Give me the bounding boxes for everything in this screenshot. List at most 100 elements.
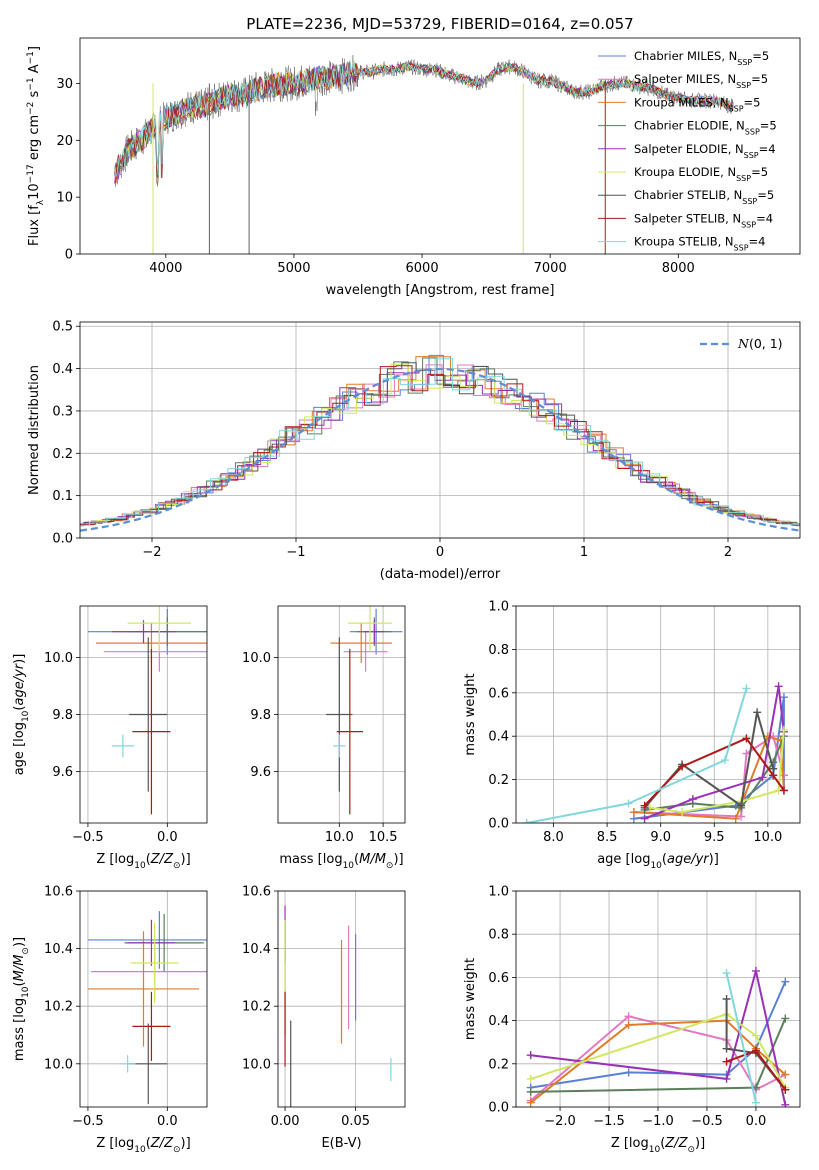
x-axis-label: Z [log10(Z/Z⊙)] xyxy=(96,852,190,871)
plus-marker xyxy=(781,1085,790,1094)
plot-area-age_vs_Z xyxy=(87,606,207,815)
y-tick-label: 10.6 xyxy=(242,885,271,900)
axes-mass_vs_ebv: 0.00 0.05 10.0 10.2 10.4 10.6 E(B-V) xyxy=(242,885,406,1151)
x-tick-label: 10.5 xyxy=(369,830,398,845)
axes-frame xyxy=(79,321,801,539)
plus-marker xyxy=(774,682,783,691)
y-axis-label: mass weight xyxy=(463,958,478,1040)
x-axis-label: (data-model)/error xyxy=(380,567,501,582)
model-spectrum xyxy=(114,62,734,183)
plot-area-mass_vs_Z xyxy=(87,911,207,1105)
y-tick-label: 0.0 xyxy=(488,817,509,832)
x-tick-label: 0.05 xyxy=(341,1114,370,1129)
axes-frame xyxy=(277,890,406,1108)
residual-histogram xyxy=(80,362,800,526)
legend-entry: Kroupa ELODIE, NSSP=5 xyxy=(634,165,768,183)
y-tick-label: 10.2 xyxy=(44,1000,73,1015)
plus-marker xyxy=(722,1044,731,1053)
y-tick-label: 0 xyxy=(65,248,73,263)
axes-frame xyxy=(79,605,208,824)
plus-marker xyxy=(720,756,729,765)
plus-marker xyxy=(629,808,638,817)
legend-entry: Kroupa MILES, NSSP=5 xyxy=(634,95,760,113)
axes-mass_vs_Z: −0.5 0.0 10.0 10.2 10.4 10.6 Z [log10(Z/Z⊙)] ma… xyxy=(12,885,208,1155)
plus-marker xyxy=(624,1012,633,1021)
axes-frame xyxy=(277,605,406,824)
model-spectrum xyxy=(114,60,734,178)
x-tick-label: 10.0 xyxy=(325,830,354,845)
y-tick-label: 10 xyxy=(56,191,73,206)
x-tick-label: 8.5 xyxy=(597,830,618,845)
y-tick-label: 9.8 xyxy=(250,708,271,723)
y-tick-label: 0.2 xyxy=(488,773,509,788)
plot-area-residuals xyxy=(80,354,800,538)
plus-marker xyxy=(758,773,767,782)
plus-marker xyxy=(722,969,731,978)
x-tick-label: 6000 xyxy=(406,261,439,276)
x-tick-label: 8.0 xyxy=(543,830,564,845)
plus-marker xyxy=(731,814,740,823)
plus-marker xyxy=(678,808,687,817)
axes-spectrum: 4000 5000 6000 7000 8000 0 10 20 30 wavelength [A… xyxy=(26,37,801,298)
plus-marker xyxy=(781,1014,790,1023)
x-tick-label: −0.5 xyxy=(691,1114,723,1129)
axes-frame xyxy=(79,890,208,1108)
plus-marker xyxy=(779,786,788,795)
y-tick-label: 0.2 xyxy=(488,1057,509,1072)
x-tick-label: −2 xyxy=(142,545,161,560)
y-tick-label: 0.4 xyxy=(488,730,509,745)
plus-marker xyxy=(640,814,649,823)
y-tick-label: 1.0 xyxy=(488,885,509,900)
plus-marker xyxy=(624,799,633,808)
x-axis-label: wavelength [Angstrom, rest frame] xyxy=(326,283,555,298)
x-tick-label: −1.5 xyxy=(593,1114,625,1129)
x-tick-label: 0.0 xyxy=(746,1114,767,1129)
residual-histogram xyxy=(80,369,800,526)
plus-marker xyxy=(753,708,762,717)
x-tick-label: −2.0 xyxy=(544,1114,576,1129)
plus-marker xyxy=(526,1098,535,1107)
legend-entry: Salpeter MILES, NSSP=5 xyxy=(634,72,768,90)
x-tick-label: −1 xyxy=(286,545,305,560)
plus-marker xyxy=(737,812,746,821)
legend-entry: Kroupa STELIB, NSSP=4 xyxy=(634,235,765,253)
plus-marker xyxy=(781,1100,790,1107)
gaussian-curve xyxy=(80,367,800,532)
plus-marker xyxy=(624,1020,633,1029)
plus-marker xyxy=(722,1074,731,1083)
y-tick-label: 0.8 xyxy=(488,928,509,943)
mass-weight-line xyxy=(526,688,748,823)
plot-area-massweight_vs_age xyxy=(522,682,788,823)
plus-marker xyxy=(522,819,531,823)
plus-marker xyxy=(722,995,731,1003)
plus-marker xyxy=(722,1057,731,1066)
x-axis-label: Z [log10(Z/Z⊙)] xyxy=(96,1136,190,1155)
plus-marker xyxy=(678,762,687,771)
plot-area-mass_vs_ebv xyxy=(284,905,392,1107)
y-tick-label: 10.0 xyxy=(242,651,271,666)
plus-marker xyxy=(751,1031,760,1040)
y-tick-label: 0.2 xyxy=(52,447,73,462)
x-tick-label: 5000 xyxy=(277,261,310,276)
y-tick-label: 0.6 xyxy=(488,686,509,701)
y-tick-label: 1.0 xyxy=(488,600,509,615)
plus-marker xyxy=(526,1051,535,1060)
x-tick-label: 0.00 xyxy=(271,1114,300,1129)
y-tick-label: 0.3 xyxy=(52,404,73,419)
plot-area-age_vs_mass xyxy=(326,606,403,815)
x-tick-label: 10.0 xyxy=(753,830,782,845)
axes-frame xyxy=(515,890,801,1108)
x-tick-label: 2 xyxy=(724,545,732,560)
x-tick-label: 7000 xyxy=(534,261,567,276)
plus-marker xyxy=(737,801,746,810)
plot-area-massweight_vs_Z xyxy=(526,966,790,1107)
plus-marker xyxy=(779,725,788,734)
plus-marker xyxy=(624,1068,633,1077)
x-tick-label: 9.0 xyxy=(650,830,671,845)
y-tick-label: 0.4 xyxy=(52,362,73,377)
plus-marker xyxy=(751,1046,760,1055)
mass-weight-line xyxy=(530,1012,787,1089)
x-tick-label: −0.5 xyxy=(72,830,104,845)
y-tick-label: 9.6 xyxy=(250,765,271,780)
legend-entry: N(0, 1) xyxy=(737,336,783,351)
